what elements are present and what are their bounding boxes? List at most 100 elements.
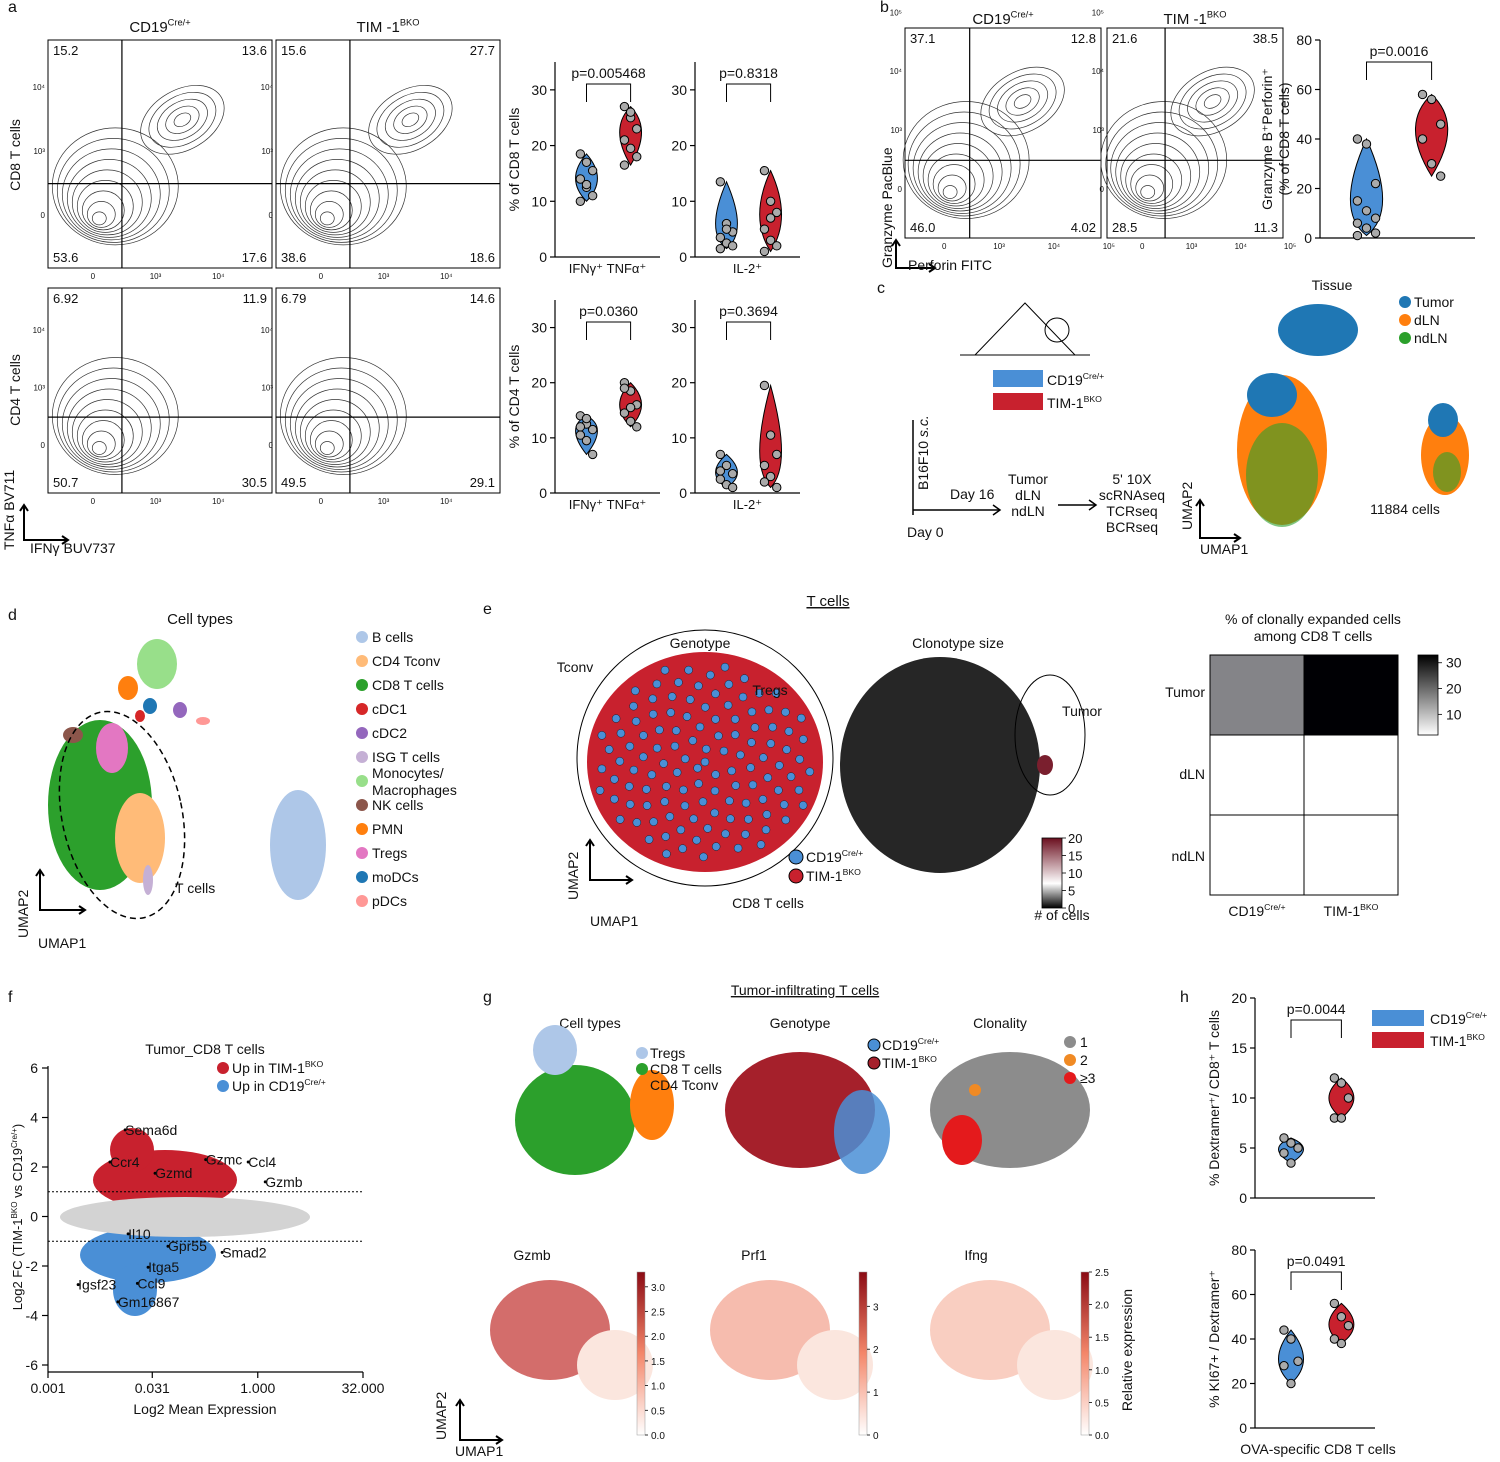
- heatmap-cell: [1303, 814, 1399, 896]
- umap-dot: [699, 852, 708, 862]
- text-main: Up in CD19: [232, 1078, 305, 1094]
- umap-dot: [642, 801, 652, 810]
- contour: [304, 409, 362, 463]
- data-point: [1426, 94, 1437, 105]
- umap-dot: [798, 801, 808, 810]
- contour: [376, 91, 445, 148]
- contour: [71, 169, 143, 236]
- text-main: TIM -1: [1164, 11, 1207, 28]
- text-run: Log2 FC (TIM-1: [10, 1218, 25, 1310]
- umap-dot: [711, 842, 721, 851]
- quadrant-value: 37.1: [910, 31, 935, 46]
- quadrant-value: 11.3: [1254, 220, 1278, 235]
- data-point: [587, 449, 598, 460]
- data-point: [1361, 139, 1372, 149]
- label: 1.5: [651, 1357, 665, 1368]
- text-main: TIM-1: [1324, 903, 1361, 919]
- text-main: TIM -1: [357, 19, 400, 36]
- umap-dot: [648, 694, 657, 704]
- umap-dot: [652, 743, 662, 753]
- label: BCRseq: [1106, 519, 1158, 535]
- umap-cluster: [1037, 755, 1053, 775]
- data-point: [1286, 1158, 1296, 1168]
- contour: [165, 105, 200, 134]
- p-value: p=0.005468: [571, 65, 646, 81]
- text-sup: BKO: [400, 18, 420, 28]
- label: UMAP1: [38, 935, 86, 951]
- data-point: [1329, 1073, 1340, 1083]
- text-run: vs CD19: [10, 1148, 25, 1201]
- label: Gzmb: [513, 1247, 551, 1263]
- umap-dot: [768, 722, 777, 732]
- text-line: Granzyme B⁺Perforin⁺: [1259, 68, 1275, 210]
- data-point: [1293, 1143, 1303, 1153]
- contour: [148, 91, 217, 148]
- y-tick-label: 0: [539, 249, 547, 265]
- umap-dot: [692, 835, 701, 845]
- text-line: s.c.: [915, 415, 931, 437]
- label: 5: [1068, 884, 1075, 899]
- umap-cluster: [118, 676, 138, 700]
- label: Prf1: [741, 1247, 767, 1263]
- legend-dot: [356, 799, 368, 811]
- label: 0.0: [651, 1431, 665, 1442]
- label: ≥3: [1080, 1070, 1096, 1086]
- label: Tumor_CD8 T cells: [145, 1041, 265, 1057]
- y-tick-label: 60: [1296, 82, 1312, 98]
- umap-dot: [680, 801, 690, 811]
- colorbar: [1041, 837, 1063, 909]
- label: moDCs: [372, 869, 419, 885]
- quadrant-value: 13.6: [242, 43, 267, 58]
- data-point: [1352, 134, 1363, 144]
- contour: [1115, 132, 1201, 212]
- contour: [284, 138, 398, 243]
- contour: [91, 441, 107, 455]
- contour: [299, 399, 371, 465]
- data-point: [765, 213, 776, 223]
- label: TIM -1BKO: [1164, 10, 1227, 28]
- umap-dot: [721, 829, 730, 839]
- text-main: CD19: [1228, 903, 1264, 919]
- label: Cell types: [167, 611, 233, 628]
- contour: [299, 169, 371, 236]
- label: UMAP1: [1200, 541, 1248, 557]
- quadrant-value: 15.2: [53, 43, 78, 58]
- umap-dot: [762, 810, 772, 819]
- region-outline: [576, 629, 834, 887]
- gene-point: [153, 1171, 157, 1175]
- label: Genotype: [770, 1015, 831, 1031]
- contour: [988, 73, 1057, 130]
- y-tick-label: 6: [30, 1060, 38, 1076]
- umap-cluster: [135, 710, 145, 722]
- panel-label: e: [483, 601, 492, 618]
- text-sup: Cre/+: [168, 18, 191, 28]
- y-tick-label: 30: [671, 82, 687, 98]
- umap-dot: [662, 849, 671, 859]
- label: IFNγ BUV737: [30, 540, 116, 556]
- quadrant-value: 38.6: [281, 250, 306, 265]
- axis-tick-label: 10³: [993, 242, 1005, 251]
- umap-dot: [779, 800, 789, 809]
- expression-umap: [577, 1330, 653, 1400]
- text-line: (% of CD8 T cells): [1276, 82, 1292, 195]
- significance-bracket: [586, 83, 632, 102]
- label: 20: [1068, 831, 1082, 846]
- label: % of CD8 T cells: [506, 108, 522, 212]
- umap-dot: [689, 814, 698, 824]
- umap-dot: [797, 713, 806, 723]
- umap-dot: [670, 741, 680, 751]
- data-point: [765, 235, 776, 245]
- contour: [1140, 185, 1156, 199]
- data-point: [772, 241, 782, 251]
- umap-dot: [720, 662, 730, 672]
- arrow-head: [585, 838, 595, 847]
- axis-tick-label: 10⁴: [261, 326, 274, 335]
- contour: [917, 132, 1003, 212]
- axis-tick-label: 10⁴: [1092, 67, 1105, 76]
- umap-dot: [772, 689, 781, 698]
- label: CD19Cre/+: [972, 10, 1033, 28]
- label: 5' 10X: [1112, 471, 1152, 487]
- y-tick-label: 20: [671, 375, 687, 391]
- umap-dot: [680, 754, 690, 764]
